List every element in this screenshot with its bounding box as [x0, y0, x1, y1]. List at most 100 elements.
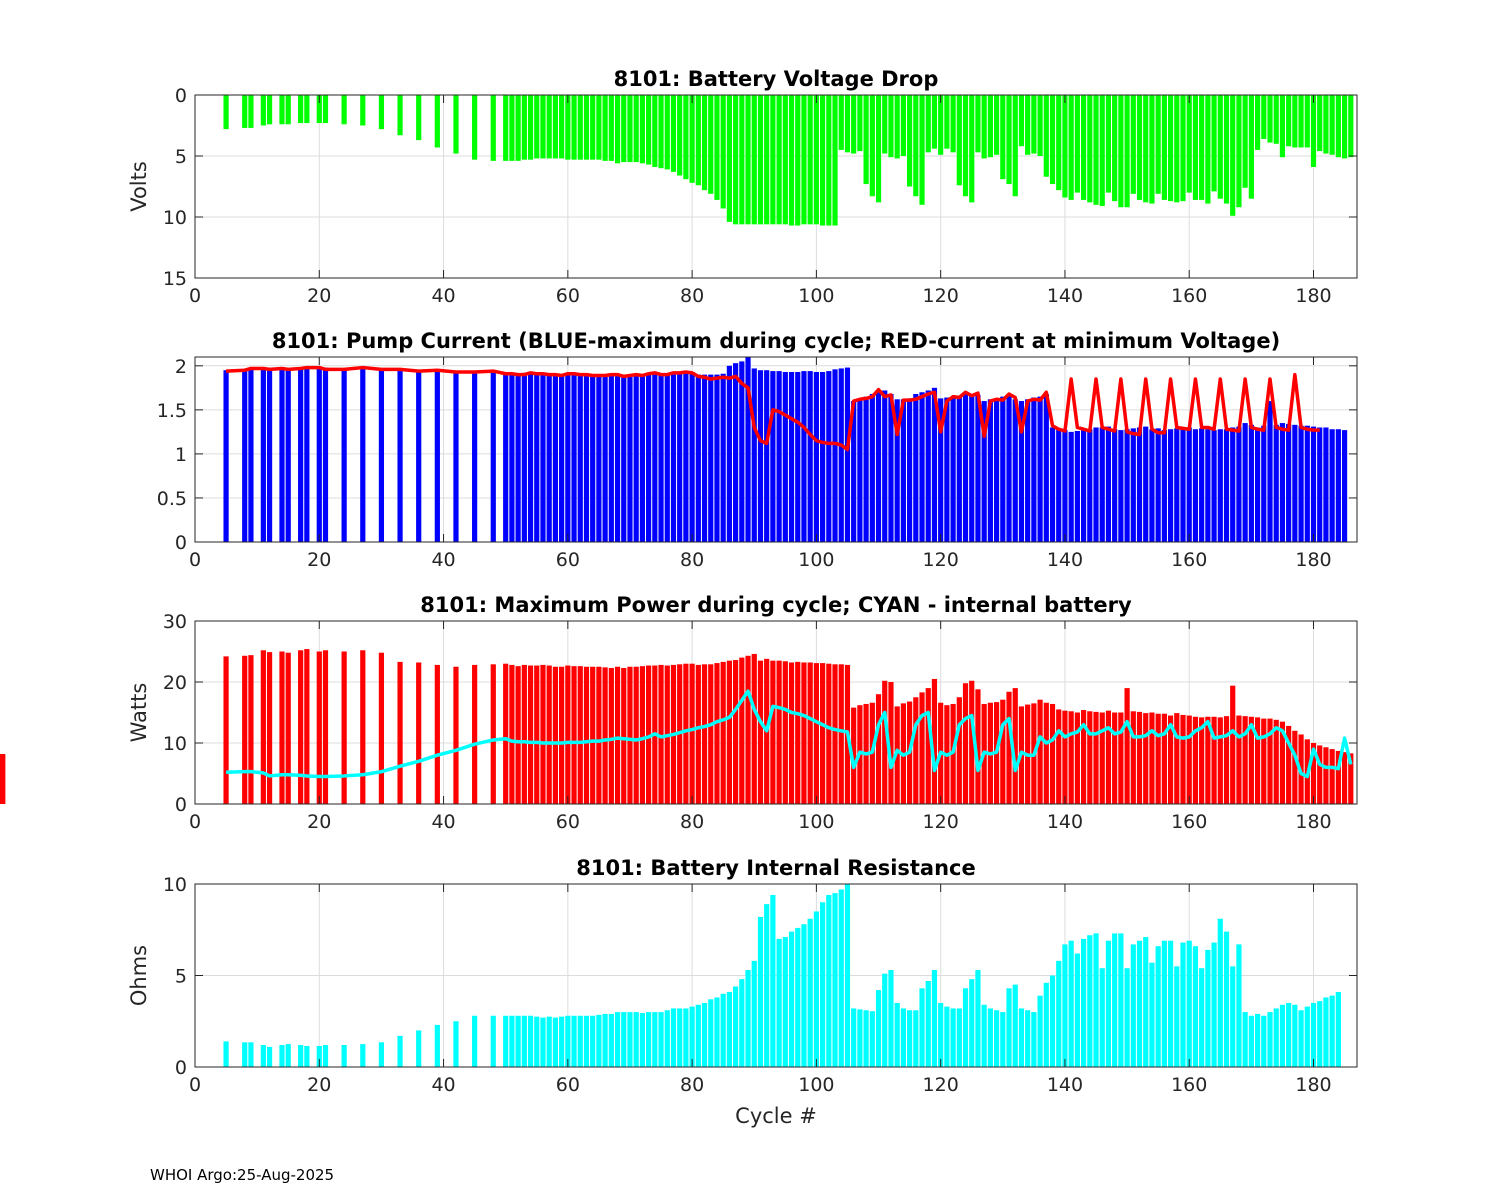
bar [919, 95, 925, 205]
bar [925, 390, 931, 542]
bar [646, 665, 652, 804]
x-tick-label: 20 [307, 1074, 331, 1096]
x-tick-label: 0 [189, 811, 201, 833]
bar [503, 1015, 509, 1067]
bar [515, 666, 521, 804]
bar [764, 95, 770, 225]
y-tick-label: 0 [175, 85, 187, 107]
bar [658, 1012, 664, 1067]
bar [1205, 429, 1211, 542]
bar [590, 374, 596, 542]
bar [950, 1008, 956, 1067]
bar [813, 663, 819, 804]
bar [1099, 427, 1105, 542]
bar [503, 372, 509, 542]
bar [608, 95, 614, 161]
bar [1112, 429, 1118, 542]
bar [1273, 95, 1279, 144]
bar [1323, 997, 1329, 1067]
bar [757, 916, 764, 1067]
bar [552, 374, 559, 542]
bar [1161, 713, 1167, 804]
bar [683, 371, 689, 542]
bar [701, 374, 708, 542]
bar [938, 95, 944, 155]
bar [1248, 1015, 1254, 1067]
bar [602, 95, 608, 161]
bar [670, 95, 677, 172]
bar [1155, 95, 1161, 194]
bar [689, 663, 695, 804]
bar [869, 1011, 875, 1067]
bar [900, 95, 906, 156]
bar [1205, 95, 1211, 204]
bar [689, 95, 695, 183]
bar [1167, 95, 1174, 202]
bar [552, 666, 559, 804]
bar [788, 662, 795, 804]
bar [875, 95, 882, 203]
bar [304, 95, 310, 124]
x-tick-label: 100 [798, 549, 834, 571]
bar [639, 666, 645, 804]
bar [950, 396, 956, 542]
bar [714, 997, 720, 1067]
bar [434, 95, 440, 148]
bar [757, 95, 764, 225]
bar [1286, 95, 1292, 147]
bar [1286, 423, 1292, 542]
bar [1211, 95, 1217, 192]
bar [907, 95, 913, 187]
bar [509, 664, 515, 804]
bar [726, 365, 732, 542]
bar [503, 95, 509, 161]
bar [248, 655, 254, 804]
bar [733, 363, 739, 542]
bar [969, 680, 975, 804]
bar [341, 368, 347, 542]
bar [1174, 713, 1180, 804]
bar [695, 374, 701, 542]
bar [1149, 429, 1155, 542]
bar [1161, 95, 1167, 200]
bar [322, 650, 329, 804]
bar [552, 1017, 559, 1067]
bar [1242, 1012, 1248, 1067]
x-tick-label: 140 [1047, 1074, 1083, 1096]
bar [534, 665, 540, 804]
bar [1143, 95, 1149, 203]
bar [1199, 95, 1205, 200]
bar [807, 95, 813, 225]
bar [590, 95, 596, 160]
bar [720, 661, 726, 804]
bar [260, 95, 266, 126]
bar [633, 374, 639, 542]
bar [875, 694, 882, 804]
bar [1186, 95, 1192, 193]
bar [1329, 95, 1335, 155]
x-tick-label: 180 [1295, 811, 1331, 833]
bar [664, 373, 670, 542]
bar [1279, 423, 1286, 542]
bar [515, 373, 521, 542]
bar [298, 1045, 304, 1067]
bar [931, 970, 938, 1067]
bar [1341, 430, 1348, 542]
bar [540, 372, 546, 542]
bar [434, 371, 440, 542]
bar [260, 1045, 266, 1067]
axes-frame [194, 94, 1358, 279]
x-tick-label: 60 [556, 285, 580, 307]
bar [739, 95, 745, 225]
bar [633, 1012, 639, 1067]
bar [770, 95, 776, 225]
bar [857, 399, 863, 542]
bar [1049, 95, 1056, 185]
bar [832, 95, 838, 226]
bar [1236, 95, 1242, 208]
bar [621, 667, 627, 804]
bar [614, 1012, 621, 1067]
bar [360, 95, 366, 126]
bar [863, 396, 869, 542]
bar [913, 394, 919, 542]
